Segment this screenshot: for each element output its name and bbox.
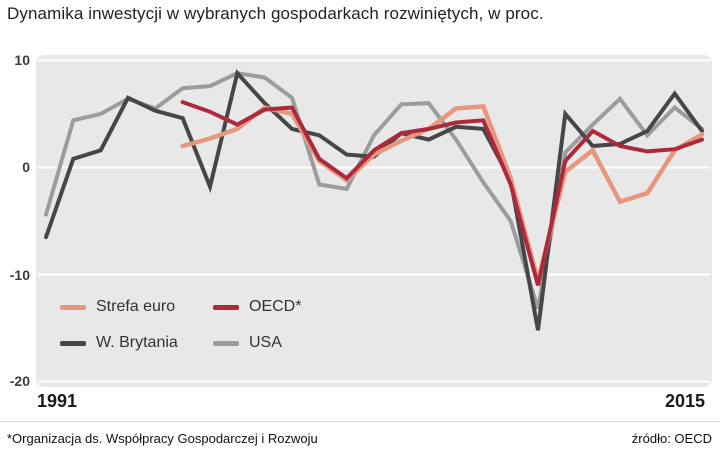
footer: *Organizacja ds. Współpracy Gospodarczej… (0, 421, 720, 456)
footnote: *Organizacja ds. Współpracy Gospodarczej… (7, 431, 318, 446)
source-credit: źródło: OECD (631, 431, 712, 446)
y-axis-tick-label: 0 (22, 159, 30, 175)
legend-swatch-usa (213, 340, 239, 346)
legend-item-strefa-euro: Strefa euro (60, 298, 205, 316)
legend: Strefa euro OECD* W. Brytania USA (60, 298, 301, 352)
legend-item-usa: USA (213, 334, 301, 352)
legend-label: Strefa euro (96, 298, 176, 315)
legend-label: OECD* (249, 298, 302, 315)
legend-item-w-brytania: W. Brytania (60, 334, 205, 352)
y-axis-tick-label: -20 (10, 373, 30, 389)
legend-item-oecd: OECD* (213, 298, 301, 316)
series-lines (44, 69, 705, 331)
y-axis-tick-label: 10 (14, 52, 30, 68)
y-axis-tick-label: -10 (10, 267, 30, 283)
y-axis: 10 0 -10 -20 (10, 52, 30, 389)
legend-label: W. Brytania (96, 334, 178, 351)
gridlines (38, 59, 710, 383)
series-line-oecd (180, 100, 704, 286)
x-axis-label-start: 1991 (37, 391, 78, 411)
x-axis-label-end: 2015 (664, 391, 705, 411)
legend-swatch-oecd (213, 304, 239, 310)
legend-label: USA (249, 334, 282, 351)
legend-swatch-w-brytania (60, 340, 86, 346)
chart-title: Dynamika inwestycji w wybranych gospodar… (7, 4, 544, 23)
legend-swatch-strefa-euro (60, 304, 86, 310)
